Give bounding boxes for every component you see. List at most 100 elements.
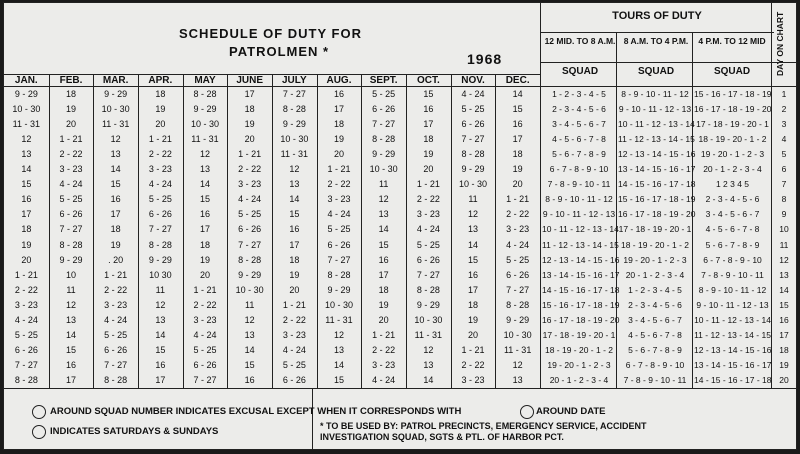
squad-cell: 5 - 6 - 7 - 8 - 9 (628, 344, 682, 355)
day-number: 10 (779, 224, 789, 235)
date-cell: 8 - 28 (416, 284, 440, 295)
squad-cell: 14 - 15 - 16 - 17 - 18 (618, 179, 696, 190)
date-cell: 6 - 26 (14, 344, 38, 355)
grid-line (616, 32, 617, 389)
day-number: 17 (779, 329, 789, 340)
grid-line (540, 62, 796, 63)
date-cell: 16 (244, 374, 255, 385)
date-cell: 7 - 27 (327, 254, 351, 265)
date-cell: 17 (333, 104, 344, 115)
squad-label-1: SQUAD (561, 66, 599, 77)
legend-weekends: INDICATES SATURDAYS & SUNDAYS (50, 426, 219, 437)
date-cell: 13 (423, 359, 434, 370)
date-cell: 9 - 29 (372, 149, 396, 160)
date-cell: 16 (467, 269, 478, 280)
date-cell: 3 - 23 (416, 209, 440, 220)
date-cell: 20 (199, 269, 210, 280)
squad-cell: 18 - 19 - 20 - 1 - 2 (620, 239, 690, 250)
date-cell: 14 (378, 224, 389, 235)
schedule-title: SCHEDULE OF DUTY FOR (179, 26, 362, 41)
footnote: * TO BE USED BY: PATROL PRECINCTS, EMERG… (320, 421, 647, 442)
date-cell: 1 - 21 (148, 134, 172, 145)
grid-line (272, 74, 273, 388)
date-cell: 14 (199, 179, 210, 190)
date-cell: 13 (378, 209, 389, 220)
date-cell: 20 (423, 164, 434, 175)
squad-cell: 11 - 12 - 13 - 14 - 15 (618, 134, 695, 145)
date-cell: . 20 (108, 254, 124, 265)
date-cell: 19 (21, 239, 32, 250)
date-cell: 7 - 27 (193, 374, 217, 385)
date-cell: 1 - 21 (14, 269, 38, 280)
date-cell: 5 - 25 (282, 359, 306, 370)
date-cell: 16 (512, 119, 523, 130)
date-cell: 14 (110, 164, 121, 175)
legend-excusal: AROUND SQUAD NUMBER INDICATES EXCUSAL EX… (50, 406, 462, 417)
date-cell: 4 - 24 (372, 374, 396, 385)
grid-line (93, 74, 95, 388)
grid-line (227, 74, 229, 388)
date-cell: 15 (244, 359, 255, 370)
squad-cell: 2 - 3 - 4 - 5 - 6 (552, 104, 606, 115)
date-cell: 1 - 21 (282, 299, 306, 310)
date-cell: 17 (244, 89, 255, 99)
squad-cell: 4 - 5 - 6 - 7 - 8 (628, 329, 682, 340)
grid-line (540, 3, 541, 389)
date-cell: 15 (467, 254, 478, 265)
date-cell: 1 - 21 (327, 164, 351, 175)
day-number: 6 (781, 164, 787, 175)
date-cell: 19 (110, 239, 121, 250)
squad-cell: 4 - 5 - 6 - 7 - 8 (705, 224, 760, 235)
date-cell: 7 - 27 (59, 224, 83, 235)
squad-cell: 8 - 9 - 10 - 11 - 12 (621, 89, 689, 99)
date-cell: 8 - 28 (14, 374, 38, 385)
date-cell: 8 - 28 (327, 269, 351, 280)
date-cell: 6 - 26 (461, 119, 485, 130)
squad-cell: 9 - 10 - 11 - 12 - 13 (542, 209, 616, 220)
date-cell: 14 (467, 239, 478, 250)
squad-cell: 3 - 4 - 5 - 6 - 7 (552, 119, 606, 130)
date-cell: 18 (110, 224, 121, 235)
date-cell: 7 - 27 (14, 359, 38, 370)
date-cell: 18 (333, 119, 344, 130)
date-cell: 2 - 22 (506, 209, 530, 220)
date-cell: 2 - 22 (238, 164, 262, 175)
date-cell: 14 (155, 329, 166, 340)
squad-cell: 17 - 18 - 19 - 20 - 1 (696, 119, 769, 130)
date-cell: 3 - 23 (506, 224, 530, 235)
grid-line (138, 74, 139, 388)
date-cell: 4 - 24 (104, 314, 128, 325)
date-cell: 8 - 28 (148, 239, 172, 250)
month-header: AUG. (326, 75, 352, 86)
date-cell: 12 (289, 164, 300, 175)
day-number: 19 (779, 359, 789, 370)
date-cell: 17 (467, 284, 478, 295)
grid-line (450, 74, 452, 388)
date-cell: 4 - 24 (416, 224, 440, 235)
date-cell: 15 (333, 374, 344, 385)
date-cell: 12 (333, 329, 344, 340)
day-number: 8 (781, 194, 787, 205)
day-number: 14 (779, 284, 789, 295)
date-cell: 11 (378, 179, 389, 190)
date-cell: 3 - 23 (282, 329, 306, 340)
squad-cell: 12 - 13 - 14 - 15 - 16 (542, 254, 620, 265)
month-header: JUNE (236, 75, 263, 86)
date-cell: 7 - 27 (416, 269, 440, 280)
date-cell: 12 (110, 134, 121, 145)
date-cell: 20 (333, 149, 344, 160)
squad-cell: 16 - 17 - 18 - 19 - 20 (618, 209, 696, 220)
date-cell: 6 - 26 (506, 269, 530, 280)
date-cell: 11 - 31 (191, 134, 219, 145)
grid-line (692, 32, 693, 389)
date-cell: 1 - 21 (461, 344, 485, 355)
date-cell: 7 - 27 (104, 359, 128, 370)
date-cell: 19 (289, 269, 300, 280)
date-cell: 4 - 24 (14, 314, 38, 325)
date-cell: 9 - 29 (506, 314, 530, 325)
date-cell: 18 (512, 149, 523, 160)
date-cell: 4 - 24 (506, 239, 530, 250)
date-cell: 6 - 26 (104, 344, 128, 355)
date-cell: 13 (65, 314, 76, 325)
squad-cell: 13 - 14 - 15 - 16 - 17 (542, 269, 620, 280)
